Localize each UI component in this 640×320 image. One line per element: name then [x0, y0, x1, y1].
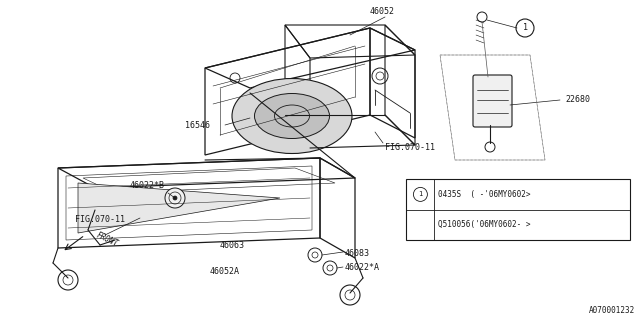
Text: 46022*B: 46022*B	[130, 180, 165, 189]
Polygon shape	[78, 183, 280, 233]
Text: 0435S  ( -'06MY0602>: 0435S ( -'06MY0602>	[438, 190, 531, 199]
Text: FRONT: FRONT	[95, 231, 120, 249]
FancyBboxPatch shape	[473, 75, 512, 127]
Circle shape	[173, 196, 177, 200]
Text: 46022*A: 46022*A	[345, 263, 380, 273]
Text: 1: 1	[419, 191, 422, 197]
Text: 16546: 16546	[185, 121, 210, 130]
Circle shape	[165, 188, 185, 208]
Text: 1: 1	[522, 23, 527, 33]
Text: 46052: 46052	[370, 7, 395, 17]
Text: 46063: 46063	[220, 241, 245, 250]
Text: 46083: 46083	[345, 249, 370, 258]
Ellipse shape	[232, 78, 352, 154]
Text: Q510056('06MY0602- >: Q510056('06MY0602- >	[438, 220, 531, 229]
Text: FIG.070-11: FIG.070-11	[385, 143, 435, 153]
Text: 22680: 22680	[565, 95, 590, 105]
Ellipse shape	[255, 93, 330, 139]
Bar	[406, 179, 630, 240]
Text: FIG.070-11: FIG.070-11	[75, 215, 125, 225]
Text: 46052A: 46052A	[210, 268, 240, 276]
Text: A070001232: A070001232	[589, 306, 635, 315]
